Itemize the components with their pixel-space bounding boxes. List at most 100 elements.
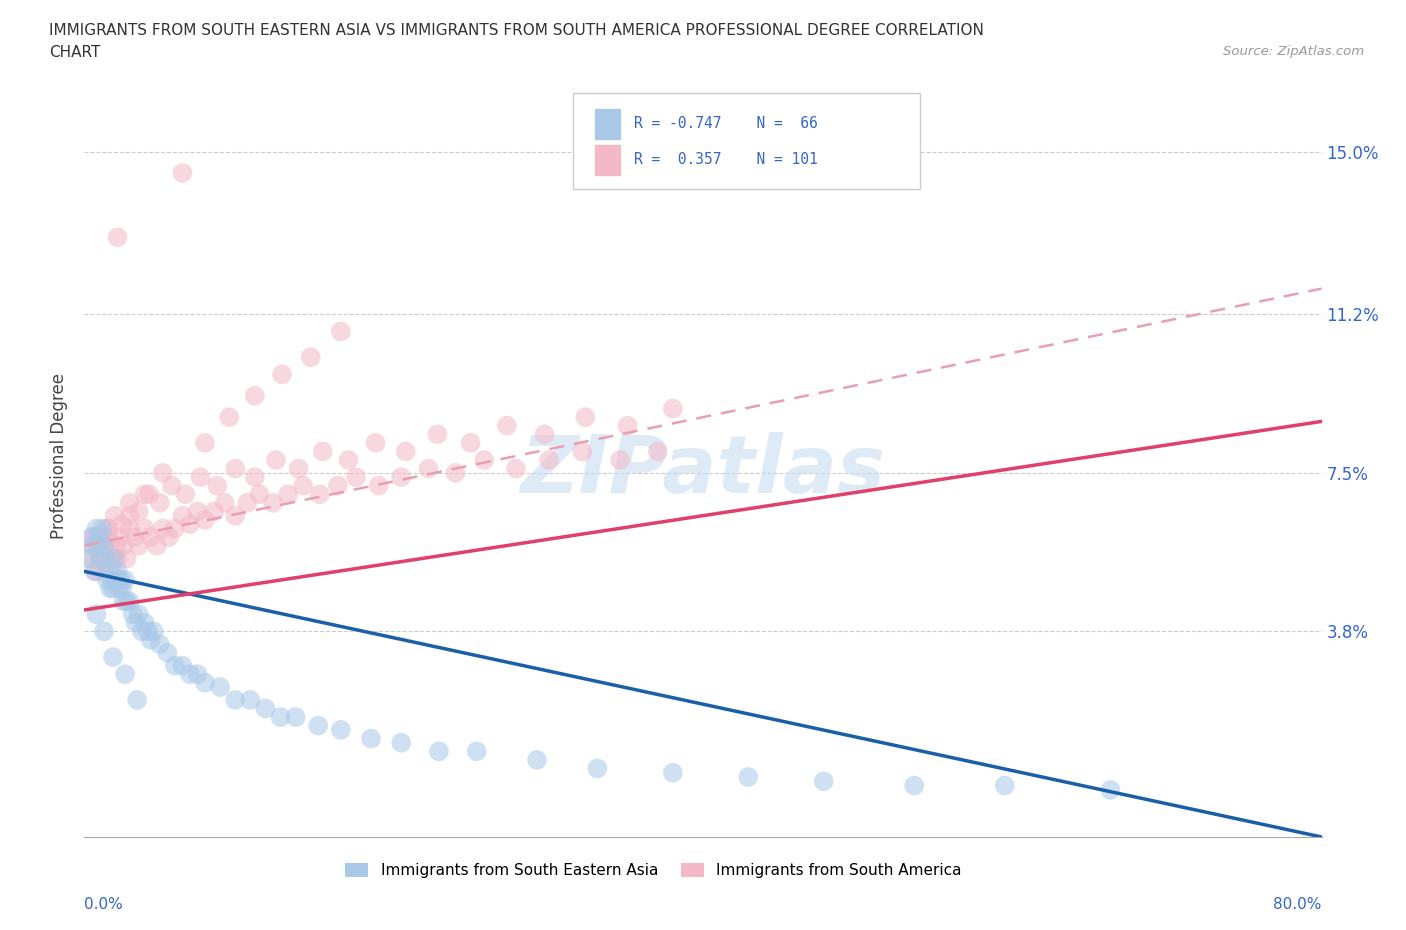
Point — [312, 444, 335, 458]
Text: 0.0%: 0.0% — [84, 897, 124, 912]
Point — [128, 538, 150, 553]
Point — [94, 551, 117, 566]
Point — [329, 324, 352, 339]
Point — [1099, 782, 1122, 797]
Point — [93, 538, 115, 553]
Point — [91, 530, 114, 545]
Point — [243, 470, 266, 485]
Point — [142, 624, 165, 639]
Point — [91, 521, 114, 536]
Point — [82, 538, 104, 553]
Point — [122, 530, 145, 545]
Y-axis label: Professional Degree: Professional Degree — [51, 373, 69, 538]
Point — [93, 530, 115, 545]
Legend: Immigrants from South Eastern Asia, Immigrants from South America: Immigrants from South Eastern Asia, Immi… — [339, 857, 967, 884]
Point — [101, 564, 124, 578]
Point — [118, 508, 141, 523]
Point — [105, 538, 128, 553]
Point — [224, 693, 246, 708]
Point — [107, 564, 129, 578]
Point — [472, 453, 495, 468]
Text: ZIPatlas: ZIPatlas — [520, 432, 886, 510]
Point — [110, 573, 132, 588]
Point — [609, 453, 631, 468]
Point — [465, 744, 488, 759]
Point — [247, 486, 270, 501]
Point — [427, 744, 450, 759]
Point — [131, 624, 153, 639]
Point — [218, 410, 240, 425]
Point — [186, 504, 208, 519]
FancyBboxPatch shape — [595, 108, 621, 140]
Point — [114, 667, 136, 682]
Point — [121, 606, 143, 621]
Point — [367, 478, 389, 493]
Point — [149, 637, 172, 652]
Point — [115, 551, 138, 566]
Point — [97, 521, 120, 536]
Point — [264, 453, 287, 468]
Point — [172, 508, 194, 523]
Point — [262, 496, 284, 511]
Point — [93, 538, 115, 553]
Point — [97, 530, 120, 545]
Point — [418, 461, 440, 476]
Point — [994, 778, 1017, 793]
Point — [87, 538, 110, 553]
Text: 80.0%: 80.0% — [1274, 897, 1322, 912]
Point — [114, 573, 136, 588]
Point — [96, 530, 118, 545]
Point — [360, 731, 382, 746]
Point — [813, 774, 835, 789]
Point — [277, 486, 299, 501]
Point — [903, 778, 925, 793]
Point — [89, 538, 111, 553]
Point — [134, 521, 156, 536]
Point — [118, 521, 141, 536]
Point — [77, 551, 100, 566]
Text: IMMIGRANTS FROM SOUTH EASTERN ASIA VS IMMIGRANTS FROM SOUTH AMERICA PROFESSIONAL: IMMIGRANTS FROM SOUTH EASTERN ASIA VS IM… — [49, 23, 984, 38]
Point — [103, 551, 125, 566]
Point — [326, 478, 349, 493]
Point — [84, 564, 107, 578]
Point — [86, 530, 108, 545]
Point — [96, 573, 118, 588]
Point — [101, 581, 124, 596]
Point — [337, 453, 360, 468]
Point — [89, 530, 111, 545]
Point — [209, 680, 232, 695]
Point — [202, 504, 225, 519]
Point — [586, 761, 609, 776]
Point — [186, 667, 208, 682]
Point — [163, 658, 186, 673]
Point — [90, 551, 112, 566]
Point — [136, 624, 159, 639]
Point — [146, 538, 169, 553]
Point — [224, 508, 246, 523]
FancyBboxPatch shape — [574, 94, 920, 189]
Point — [112, 594, 135, 609]
Point — [389, 736, 412, 751]
Text: Source: ZipAtlas.com: Source: ZipAtlas.com — [1223, 45, 1364, 58]
Point — [194, 512, 217, 527]
Point — [94, 551, 117, 566]
Point — [90, 564, 112, 578]
Point — [538, 453, 561, 468]
Text: R = -0.747    N =  66: R = -0.747 N = 66 — [634, 116, 817, 131]
Text: CHART: CHART — [49, 45, 101, 60]
Point — [236, 496, 259, 511]
Point — [194, 435, 217, 450]
Point — [292, 478, 315, 493]
Point — [108, 581, 131, 596]
Point — [134, 486, 156, 501]
Point — [101, 650, 124, 665]
Point — [662, 765, 685, 780]
Point — [179, 517, 201, 532]
Point — [662, 401, 685, 416]
Point — [389, 470, 412, 485]
Point — [574, 410, 596, 425]
Point — [224, 461, 246, 476]
Point — [172, 658, 194, 673]
Point — [80, 530, 103, 545]
Point — [737, 770, 759, 785]
